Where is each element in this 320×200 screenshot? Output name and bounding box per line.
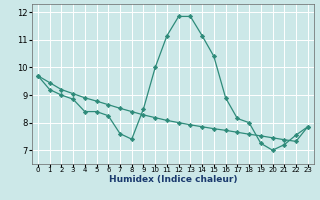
X-axis label: Humidex (Indice chaleur): Humidex (Indice chaleur) [108,175,237,184]
